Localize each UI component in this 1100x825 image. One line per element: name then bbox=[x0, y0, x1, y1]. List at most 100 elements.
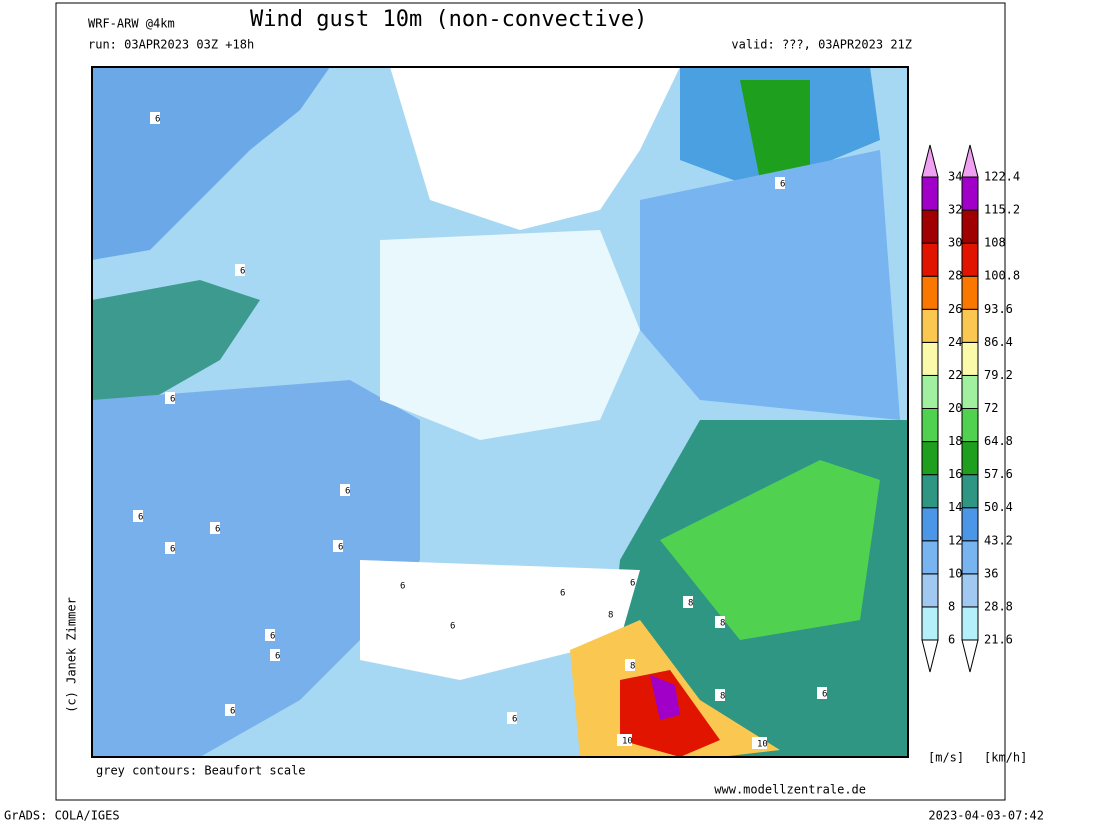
contour-label-box bbox=[752, 737, 767, 749]
colorbar-label: 115.2 bbox=[984, 203, 1020, 217]
colorbar-under bbox=[921, 639, 939, 673]
contour-label: 6 bbox=[155, 115, 160, 125]
adriatic-peak bbox=[650, 675, 680, 720]
valid: valid: ???, 03APR2023 21Z bbox=[731, 38, 912, 52]
colorbar-segment bbox=[921, 507, 939, 542]
colorbar-label: 86.4 bbox=[984, 335, 1013, 349]
colorbar-segment bbox=[961, 408, 979, 443]
colorbar-segment bbox=[961, 507, 979, 542]
contour-label: 6 bbox=[400, 582, 405, 592]
germany bbox=[380, 230, 640, 440]
colorbar-segment bbox=[921, 209, 939, 244]
contour-label-box bbox=[445, 619, 455, 631]
colorbar-segment bbox=[961, 308, 979, 343]
colorbar-label: 10 bbox=[948, 566, 962, 580]
contour-label: 6 bbox=[138, 513, 143, 523]
contour-label-box bbox=[617, 734, 632, 746]
contour-label-box bbox=[340, 484, 350, 496]
poland bbox=[640, 150, 900, 420]
contour-label: 6 bbox=[345, 487, 350, 497]
contour-label-box bbox=[715, 616, 725, 628]
contour-label: 8 bbox=[688, 599, 693, 609]
model: WRF-ARW @4km bbox=[88, 17, 175, 31]
colorbar-label: 28.8 bbox=[984, 599, 1013, 613]
colorbar-label: 14 bbox=[948, 500, 962, 514]
colorbar-label: 18 bbox=[948, 434, 962, 448]
colorbar-label: 32 bbox=[948, 203, 962, 217]
colorbar-label: 22 bbox=[948, 368, 962, 382]
colorbar-label: 72 bbox=[984, 401, 998, 415]
contour-label-box bbox=[333, 540, 343, 552]
colorbar-label: 34 bbox=[948, 170, 962, 184]
colorbar-segment bbox=[961, 540, 979, 575]
contour-label-box bbox=[165, 392, 175, 404]
contour-label: 6 bbox=[560, 589, 565, 599]
colorbar-segment bbox=[921, 474, 939, 509]
colorbar-segment bbox=[961, 374, 979, 409]
colorbar-label: 20 bbox=[948, 401, 962, 415]
contour-label: 6 bbox=[240, 267, 245, 277]
timestamp: 2023-04-03-07:42 bbox=[928, 809, 1044, 823]
colorbar-label: 108 bbox=[984, 236, 1006, 250]
unit-kmh: [km/h] bbox=[984, 751, 1027, 765]
colorbar-label: 93.6 bbox=[984, 302, 1013, 316]
colorbar-label: 64.8 bbox=[984, 434, 1013, 448]
colorbar-label: 8 bbox=[948, 599, 955, 613]
colorbar-label: 43.2 bbox=[984, 533, 1013, 547]
colorbar-over bbox=[961, 144, 979, 178]
colorbar-label: 24 bbox=[948, 335, 962, 349]
contour-label: 10 bbox=[757, 740, 768, 750]
contour-label: 6 bbox=[630, 579, 635, 589]
colorbar-segment bbox=[961, 573, 979, 608]
colorbar-segment bbox=[961, 606, 979, 641]
contour-label: 6 bbox=[275, 652, 280, 662]
colorbar-segment bbox=[921, 275, 939, 310]
colorbar-segment bbox=[921, 408, 939, 443]
colorbar-under bbox=[961, 639, 979, 673]
contour-label: 6 bbox=[170, 395, 175, 405]
colorbar-label: 21.6 bbox=[984, 633, 1013, 647]
contour-label-box bbox=[133, 510, 143, 522]
colorbar-segment bbox=[961, 275, 979, 310]
contour-label: 8 bbox=[630, 662, 635, 672]
baltic-core bbox=[740, 80, 810, 180]
colorbar-segment bbox=[921, 341, 939, 376]
france bbox=[92, 380, 420, 757]
website: www.modellzentrale.de bbox=[714, 783, 866, 797]
contour-label: 6 bbox=[270, 632, 275, 642]
contour-label: 8 bbox=[720, 692, 725, 702]
colorbar-label: 57.6 bbox=[984, 467, 1013, 481]
colorbar-label: 100.8 bbox=[984, 269, 1020, 283]
colorbar-label: 79.2 bbox=[984, 368, 1013, 382]
contour-label: 6 bbox=[170, 545, 175, 555]
contour-label-box bbox=[235, 264, 245, 276]
contour-label-box bbox=[395, 579, 405, 591]
colorbar-segment bbox=[961, 176, 979, 211]
contour-label-box bbox=[270, 649, 280, 661]
contour-label-box bbox=[817, 687, 827, 699]
title: Wind gust 10m (non-convective) bbox=[250, 7, 647, 32]
colorbar-segment bbox=[961, 242, 979, 277]
contour-label-box bbox=[555, 586, 565, 598]
colorbar-segment bbox=[961, 209, 979, 244]
contour-note: grey contours: Beaufort scale bbox=[96, 764, 306, 778]
colorbar-over bbox=[921, 144, 939, 178]
colorbar-segment bbox=[921, 573, 939, 608]
map-frame bbox=[91, 66, 909, 758]
contour-label: 10 bbox=[622, 737, 633, 747]
contour-label-box bbox=[210, 522, 220, 534]
contour-label-box bbox=[603, 608, 613, 620]
colorbar-label: 16 bbox=[948, 467, 962, 481]
colorbar-segment bbox=[921, 441, 939, 476]
denmark bbox=[390, 67, 680, 230]
channel bbox=[92, 280, 260, 410]
contour-label: 8 bbox=[608, 611, 613, 621]
colorbar-segment bbox=[921, 308, 939, 343]
colorbar-label: 28 bbox=[948, 269, 962, 283]
contour-label: 6 bbox=[450, 622, 455, 632]
colorbar-segment bbox=[921, 606, 939, 641]
colorbar-segment bbox=[961, 341, 979, 376]
contour-label: 6 bbox=[215, 525, 220, 535]
